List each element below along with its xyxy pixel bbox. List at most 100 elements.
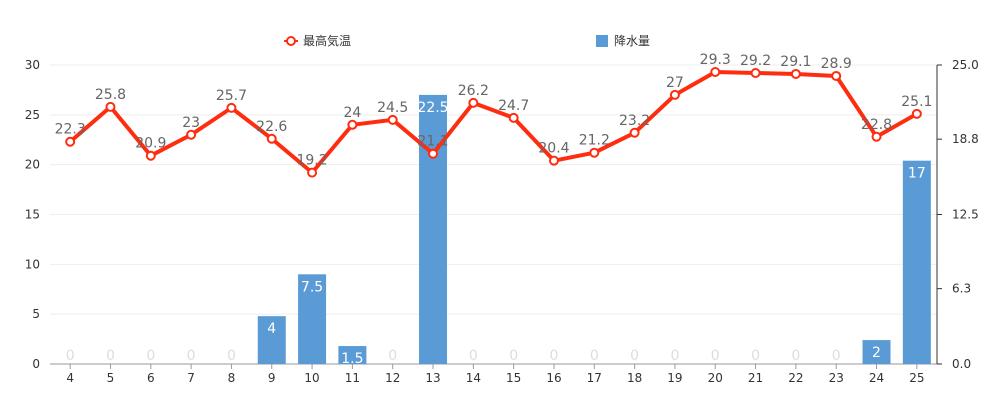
temp-point [307, 167, 318, 178]
temp-point-label: 29.3 [700, 52, 731, 68]
legend-label-temp: 最高気温 [303, 33, 351, 48]
temp-point [65, 136, 76, 147]
x-tick-label: 8 [228, 371, 236, 385]
y-right-tick-label: 12.5 [952, 208, 979, 222]
x-tick-label: 19 [667, 371, 682, 385]
temp-point-label: 28.9 [821, 56, 852, 72]
precip-bar [902, 160, 931, 364]
y-left-tick-label: 15 [25, 208, 40, 222]
y-right-tick-label: 18.8 [952, 132, 979, 146]
temp-point [186, 129, 197, 140]
temp-point [428, 148, 439, 159]
x-tick-label: 24 [869, 371, 884, 385]
precip-bar-label: 0 [791, 348, 800, 364]
temp-point [266, 133, 277, 144]
temp-point-label: 25.1 [901, 94, 932, 110]
temp-point-label: 27 [666, 75, 684, 91]
precip-bar-label: 0 [711, 348, 720, 364]
precip-bar-label: 0 [227, 348, 236, 364]
data-labels: 0 0 0 0 0 4 7.5 1.5 0 22.5 0 0 0 0 0 0 0 0 0 0 2 17 22.3 25.8 20… [55, 52, 933, 367]
precip-bar-label: 0 [146, 348, 155, 364]
y-left-tick-label: 5 [32, 307, 40, 321]
y-left-tick-label: 0 [32, 357, 40, 371]
temp-point-label: 29.2 [740, 53, 771, 69]
x-tick-label: 18 [627, 371, 642, 385]
temp-point-label: 24.7 [498, 98, 529, 114]
x-tick-label: 5 [107, 371, 115, 385]
temp-line [68, 69, 919, 175]
y-left-tick-label: 10 [25, 257, 40, 271]
x-tick-label: 20 [708, 371, 723, 385]
line-series [65, 66, 922, 178]
legend-bar-marker [596, 35, 608, 47]
temp-point-label: 21.1 [417, 134, 448, 150]
precip-bar-label: 0 [630, 348, 639, 364]
precip-bar-label: 1.5 [341, 351, 363, 367]
x-tick-label: 17 [587, 371, 602, 385]
precip-bar-label: 17 [908, 166, 926, 182]
y-right-tick-label: 6.3 [952, 282, 971, 296]
x-tick-label: 16 [546, 371, 561, 385]
precip-bar [257, 316, 286, 364]
temp-point [548, 155, 559, 166]
precip-bar-label: 0 [751, 348, 760, 364]
temp-point [871, 131, 882, 142]
legend: 最高気温 降水量 [284, 33, 650, 48]
y-left-tick-label: 30 [25, 58, 40, 72]
x-tick-label: 14 [466, 371, 481, 385]
temp-point-label: 29.1 [780, 54, 811, 70]
temp-point-label: 25.7 [216, 88, 247, 104]
temp-point [347, 119, 358, 130]
temp-point [508, 112, 519, 123]
x-tick-label: 9 [268, 371, 276, 385]
temp-point [105, 101, 116, 112]
temp-point-label: 22.8 [861, 117, 892, 133]
y-right-tick-label: 25.0 [952, 58, 979, 72]
precip-bar-label: 7.5 [301, 279, 323, 295]
temp-point [589, 147, 600, 158]
precip-bar [862, 340, 891, 364]
temp-point-label: 23 [182, 115, 200, 131]
precip-bar-label: 0 [670, 348, 679, 364]
temp-point-label: 23.2 [619, 113, 650, 129]
x-tick-label: 7 [187, 371, 195, 385]
precip-bar-label: 0 [106, 348, 115, 364]
y-right-tick-label: 0.0 [952, 357, 971, 371]
temp-point [629, 127, 640, 138]
temp-point [710, 66, 721, 77]
precip-bar-label: 0 [469, 348, 478, 364]
precip-bar-label: 0 [550, 348, 559, 364]
precip-bar-label: 2 [872, 345, 881, 361]
temp-point [468, 97, 479, 108]
x-tick-label: 21 [748, 371, 763, 385]
temp-point [145, 150, 156, 161]
temp-point-label: 24.5 [377, 100, 408, 116]
temp-point-label: 26.2 [458, 83, 489, 99]
temp-point-label: 19.2 [296, 153, 327, 169]
temp-point-label: 20.9 [135, 136, 166, 152]
x-tick-label: 25 [909, 371, 924, 385]
x-tick-label: 15 [506, 371, 521, 385]
temp-point [790, 68, 801, 79]
temp-point [750, 67, 761, 78]
grid-lines [50, 64, 937, 365]
precip-bar-label: 0 [66, 348, 75, 364]
x-tick-label: 12 [385, 371, 400, 385]
x-tick-label: 22 [788, 371, 803, 385]
temp-point [226, 102, 237, 113]
precip-bar-label: 0 [509, 348, 518, 364]
precip-bar [338, 346, 367, 364]
temp-point-label: 22.6 [256, 119, 287, 135]
y-left-tick-label: 25 [25, 108, 40, 122]
x-tick-label: 10 [304, 371, 319, 385]
temp-point-label: 25.8 [95, 87, 126, 103]
x-tick-label: 13 [425, 371, 440, 385]
precip-bar-label: 0 [187, 348, 196, 364]
temp-point-label: 24 [343, 105, 361, 121]
temp-point [387, 114, 398, 125]
temp-point-label: 22.3 [55, 122, 86, 138]
legend-line-marker-dot [286, 36, 296, 46]
